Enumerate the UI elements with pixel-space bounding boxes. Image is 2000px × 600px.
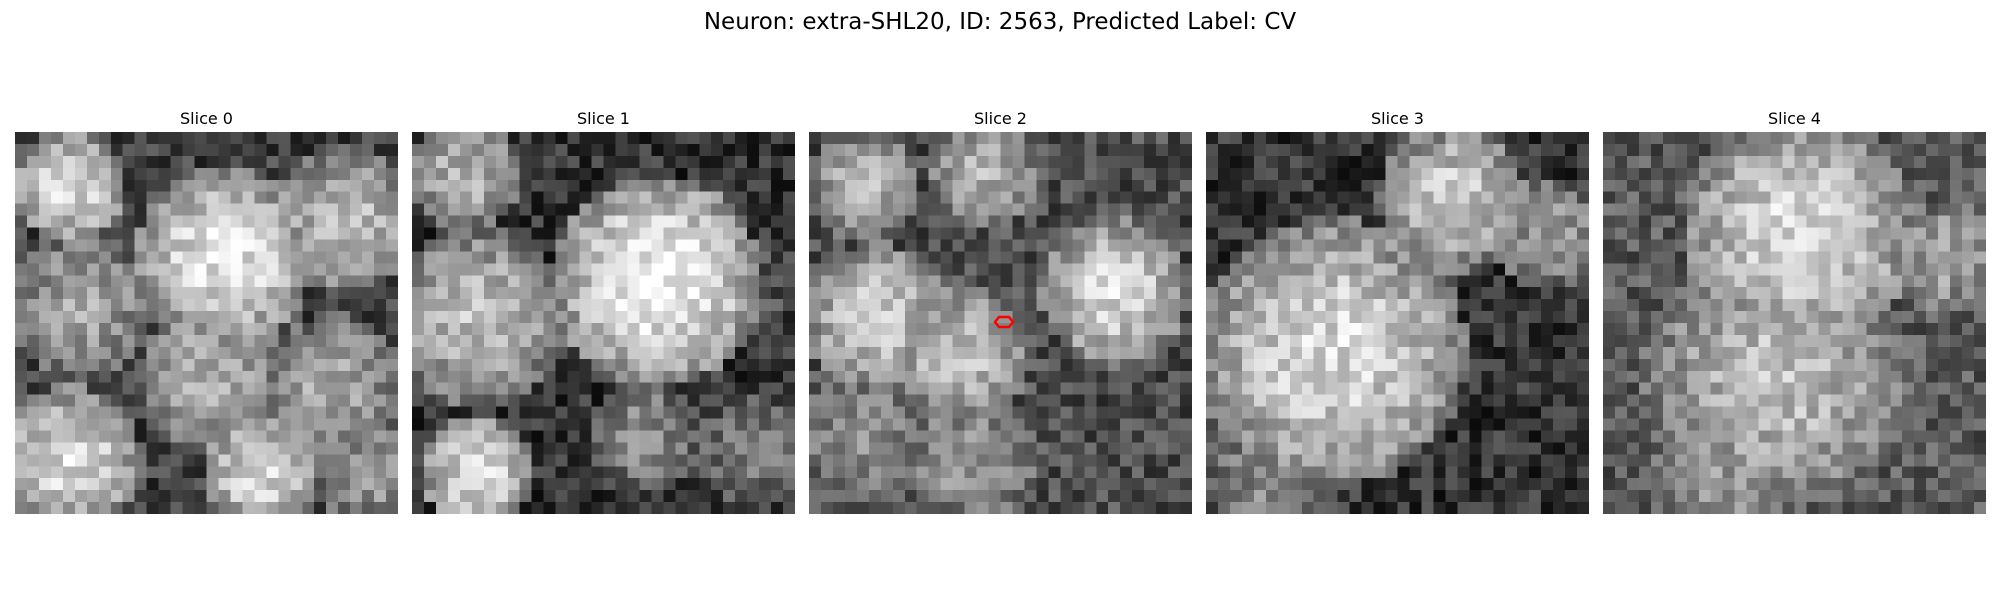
- slice-panel-4: Slice 4: [1603, 108, 1986, 514]
- slice-image: [809, 132, 1192, 514]
- slice-panel-2: Slice 2: [809, 108, 1192, 514]
- slice-image: [1206, 132, 1589, 514]
- slice-image: [15, 132, 398, 514]
- slice-title: Slice 2: [974, 109, 1027, 128]
- slice-title: Slice 4: [1768, 109, 1821, 128]
- slice-title: Slice 0: [180, 109, 233, 128]
- slice-image: [412, 132, 795, 514]
- slice-panel-3: Slice 3: [1206, 108, 1589, 514]
- slice-image: [1603, 132, 1986, 514]
- slice-title: Slice 3: [1371, 109, 1424, 128]
- slice-title: Slice 1: [577, 109, 630, 128]
- slice-panel-0: Slice 0: [15, 108, 398, 514]
- figure-title: Neuron: extra-SHL20, ID: 2563, Predicted…: [703, 9, 1297, 35]
- slice-panel-1: Slice 1: [412, 108, 795, 514]
